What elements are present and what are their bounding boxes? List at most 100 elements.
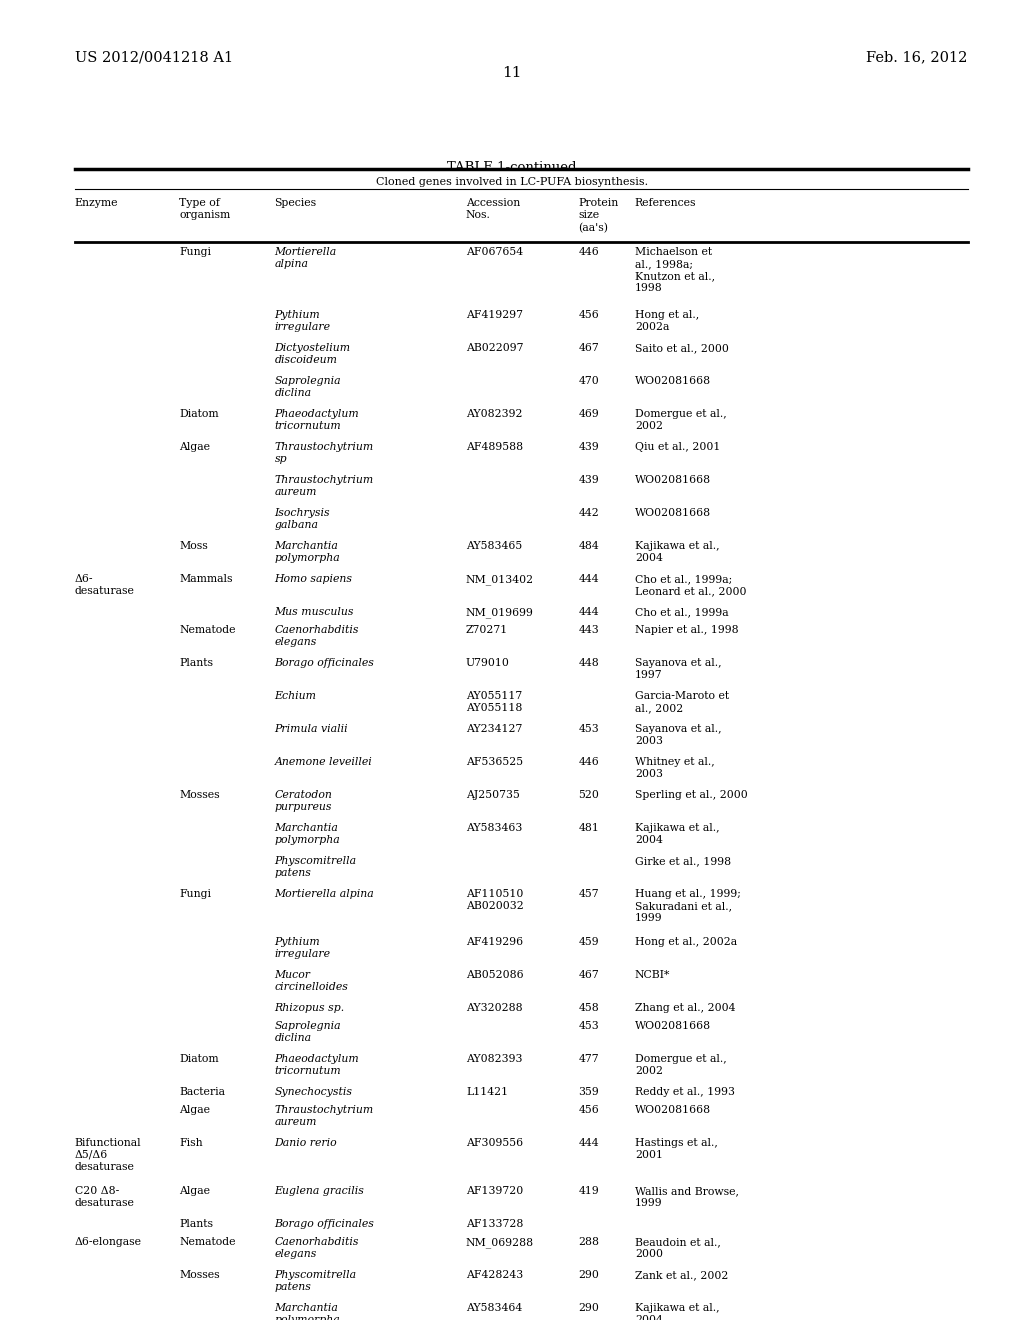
Text: Physcomitrella
patens: Physcomitrella patens (274, 857, 356, 878)
Text: Algae: Algae (179, 1105, 210, 1115)
Text: Thraustochytrium
aureum: Thraustochytrium aureum (274, 475, 374, 498)
Text: Napier et al., 1998: Napier et al., 1998 (635, 626, 738, 635)
Text: Kajikawa et al.,
2004: Kajikawa et al., 2004 (635, 541, 720, 564)
Text: 444: 444 (579, 574, 599, 585)
Text: AF419296: AF419296 (466, 937, 523, 948)
Text: Wallis and Browse,
1999: Wallis and Browse, 1999 (635, 1187, 739, 1208)
Text: Synechocystis: Synechocystis (274, 1088, 352, 1097)
Text: 458: 458 (579, 1003, 599, 1014)
Text: Mortierella alpina: Mortierella alpina (274, 890, 374, 899)
Text: Primula vialii: Primula vialii (274, 725, 348, 734)
Text: Borago officinales: Borago officinales (274, 1220, 375, 1229)
Text: AF489588: AF489588 (466, 442, 523, 453)
Text: Michaelson et
al., 1998a;
Knutzon et al.,
1998: Michaelson et al., 1998a; Knutzon et al.… (635, 247, 715, 293)
Text: 446: 446 (579, 247, 599, 257)
Text: 469: 469 (579, 409, 599, 420)
Text: 448: 448 (579, 659, 599, 668)
Text: Dictyostelium
discoideum: Dictyostelium discoideum (274, 343, 350, 366)
Text: 453: 453 (579, 1022, 599, 1031)
Text: Borago officinales: Borago officinales (274, 659, 375, 668)
Text: 477: 477 (579, 1055, 599, 1064)
Text: AY583465: AY583465 (466, 541, 522, 552)
Text: US 2012/0041218 A1: US 2012/0041218 A1 (75, 50, 232, 65)
Text: WO02081668: WO02081668 (635, 376, 711, 387)
Text: 444: 444 (579, 607, 599, 618)
Text: Homo sapiens: Homo sapiens (274, 574, 352, 585)
Text: Feb. 16, 2012: Feb. 16, 2012 (866, 50, 968, 65)
Text: 290: 290 (579, 1270, 599, 1280)
Text: 520: 520 (579, 791, 599, 800)
Text: Marchantia
polymorpha: Marchantia polymorpha (274, 1303, 340, 1320)
Text: WO02081668: WO02081668 (635, 1105, 711, 1115)
Text: 456: 456 (579, 310, 599, 321)
Text: Sperling et al., 2000: Sperling et al., 2000 (635, 791, 748, 800)
Text: Plants: Plants (179, 659, 213, 668)
Text: Phaeodactylum
tricornutum: Phaeodactylum tricornutum (274, 409, 359, 432)
Text: Mortierella
alpina: Mortierella alpina (274, 247, 337, 269)
Text: 419: 419 (579, 1187, 599, 1196)
Text: Thraustochytrium
sp: Thraustochytrium sp (274, 442, 374, 465)
Text: Enzyme: Enzyme (75, 198, 118, 209)
Text: Algae: Algae (179, 442, 210, 453)
Text: Fish: Fish (179, 1138, 203, 1148)
Text: Thraustochytrium
aureum: Thraustochytrium aureum (274, 1105, 374, 1127)
Text: 288: 288 (579, 1237, 600, 1247)
Text: AY082392: AY082392 (466, 409, 522, 420)
Text: Saprolegnia
diclina: Saprolegnia diclina (274, 376, 341, 399)
Text: Qiu et al., 2001: Qiu et al., 2001 (635, 442, 720, 453)
Text: Rhizopus sp.: Rhizopus sp. (274, 1003, 345, 1014)
Text: U79010: U79010 (466, 659, 510, 668)
Text: Echium: Echium (274, 692, 316, 701)
Text: Algae: Algae (179, 1187, 210, 1196)
Text: 459: 459 (579, 937, 599, 948)
Text: 456: 456 (579, 1105, 599, 1115)
Text: Reddy et al., 1993: Reddy et al., 1993 (635, 1088, 735, 1097)
Text: Hong et al.,
2002a: Hong et al., 2002a (635, 310, 699, 333)
Text: Kajikawa et al.,
2004: Kajikawa et al., 2004 (635, 1303, 720, 1320)
Text: WO02081668: WO02081668 (635, 475, 711, 486)
Text: Pythium
irregulare: Pythium irregulare (274, 937, 331, 960)
Text: Moss: Moss (179, 541, 208, 552)
Text: Mammals: Mammals (179, 574, 232, 585)
Text: Domergue et al.,
2002: Domergue et al., 2002 (635, 1055, 727, 1076)
Text: 470: 470 (579, 376, 599, 387)
Text: AF309556: AF309556 (466, 1138, 523, 1148)
Text: AF428243: AF428243 (466, 1270, 523, 1280)
Text: NM_069288: NM_069288 (466, 1237, 535, 1247)
Text: Mucor
circinelloides: Mucor circinelloides (274, 970, 348, 993)
Text: Hong et al., 2002a: Hong et al., 2002a (635, 937, 737, 948)
Text: Isochrysis
galbana: Isochrysis galbana (274, 508, 330, 531)
Text: AJ250735: AJ250735 (466, 791, 520, 800)
Text: Cho et al., 1999a: Cho et al., 1999a (635, 607, 728, 618)
Text: AY082393: AY082393 (466, 1055, 522, 1064)
Text: Phaeodactylum
tricornutum: Phaeodactylum tricornutum (274, 1055, 359, 1076)
Text: Plants: Plants (179, 1220, 213, 1229)
Text: 446: 446 (579, 758, 599, 767)
Text: AF419297: AF419297 (466, 310, 523, 321)
Text: Marchantia
polymorpha: Marchantia polymorpha (274, 824, 340, 845)
Text: Zhang et al., 2004: Zhang et al., 2004 (635, 1003, 735, 1014)
Text: 457: 457 (579, 890, 599, 899)
Text: Bacteria: Bacteria (179, 1088, 225, 1097)
Text: AF110510
AB020032: AF110510 AB020032 (466, 890, 523, 911)
Text: Δ6-
desaturase: Δ6- desaturase (75, 574, 134, 597)
Text: Caenorhabditis
elegans: Caenorhabditis elegans (274, 1237, 359, 1259)
Text: Sayanova et al.,
1997: Sayanova et al., 1997 (635, 659, 722, 680)
Text: Cloned genes involved in LC-PUFA biosynthesis.: Cloned genes involved in LC-PUFA biosynt… (376, 177, 648, 187)
Text: 290: 290 (579, 1303, 599, 1313)
Text: Garcia-Maroto et
al., 2002: Garcia-Maroto et al., 2002 (635, 692, 729, 713)
Text: Diatom: Diatom (179, 1055, 219, 1064)
Text: WO02081668: WO02081668 (635, 508, 711, 519)
Text: AY583463: AY583463 (466, 824, 522, 833)
Text: AY583464: AY583464 (466, 1303, 522, 1313)
Text: 442: 442 (579, 508, 599, 519)
Text: 359: 359 (579, 1088, 599, 1097)
Text: 484: 484 (579, 541, 599, 552)
Text: NM_019699: NM_019699 (466, 607, 534, 618)
Text: Kajikawa et al.,
2004: Kajikawa et al., 2004 (635, 824, 720, 845)
Text: AY055117
AY055118: AY055117 AY055118 (466, 692, 522, 713)
Text: Hastings et al.,
2001: Hastings et al., 2001 (635, 1138, 718, 1160)
Text: L11421: L11421 (466, 1088, 508, 1097)
Text: AF067654: AF067654 (466, 247, 523, 257)
Text: 439: 439 (579, 475, 599, 486)
